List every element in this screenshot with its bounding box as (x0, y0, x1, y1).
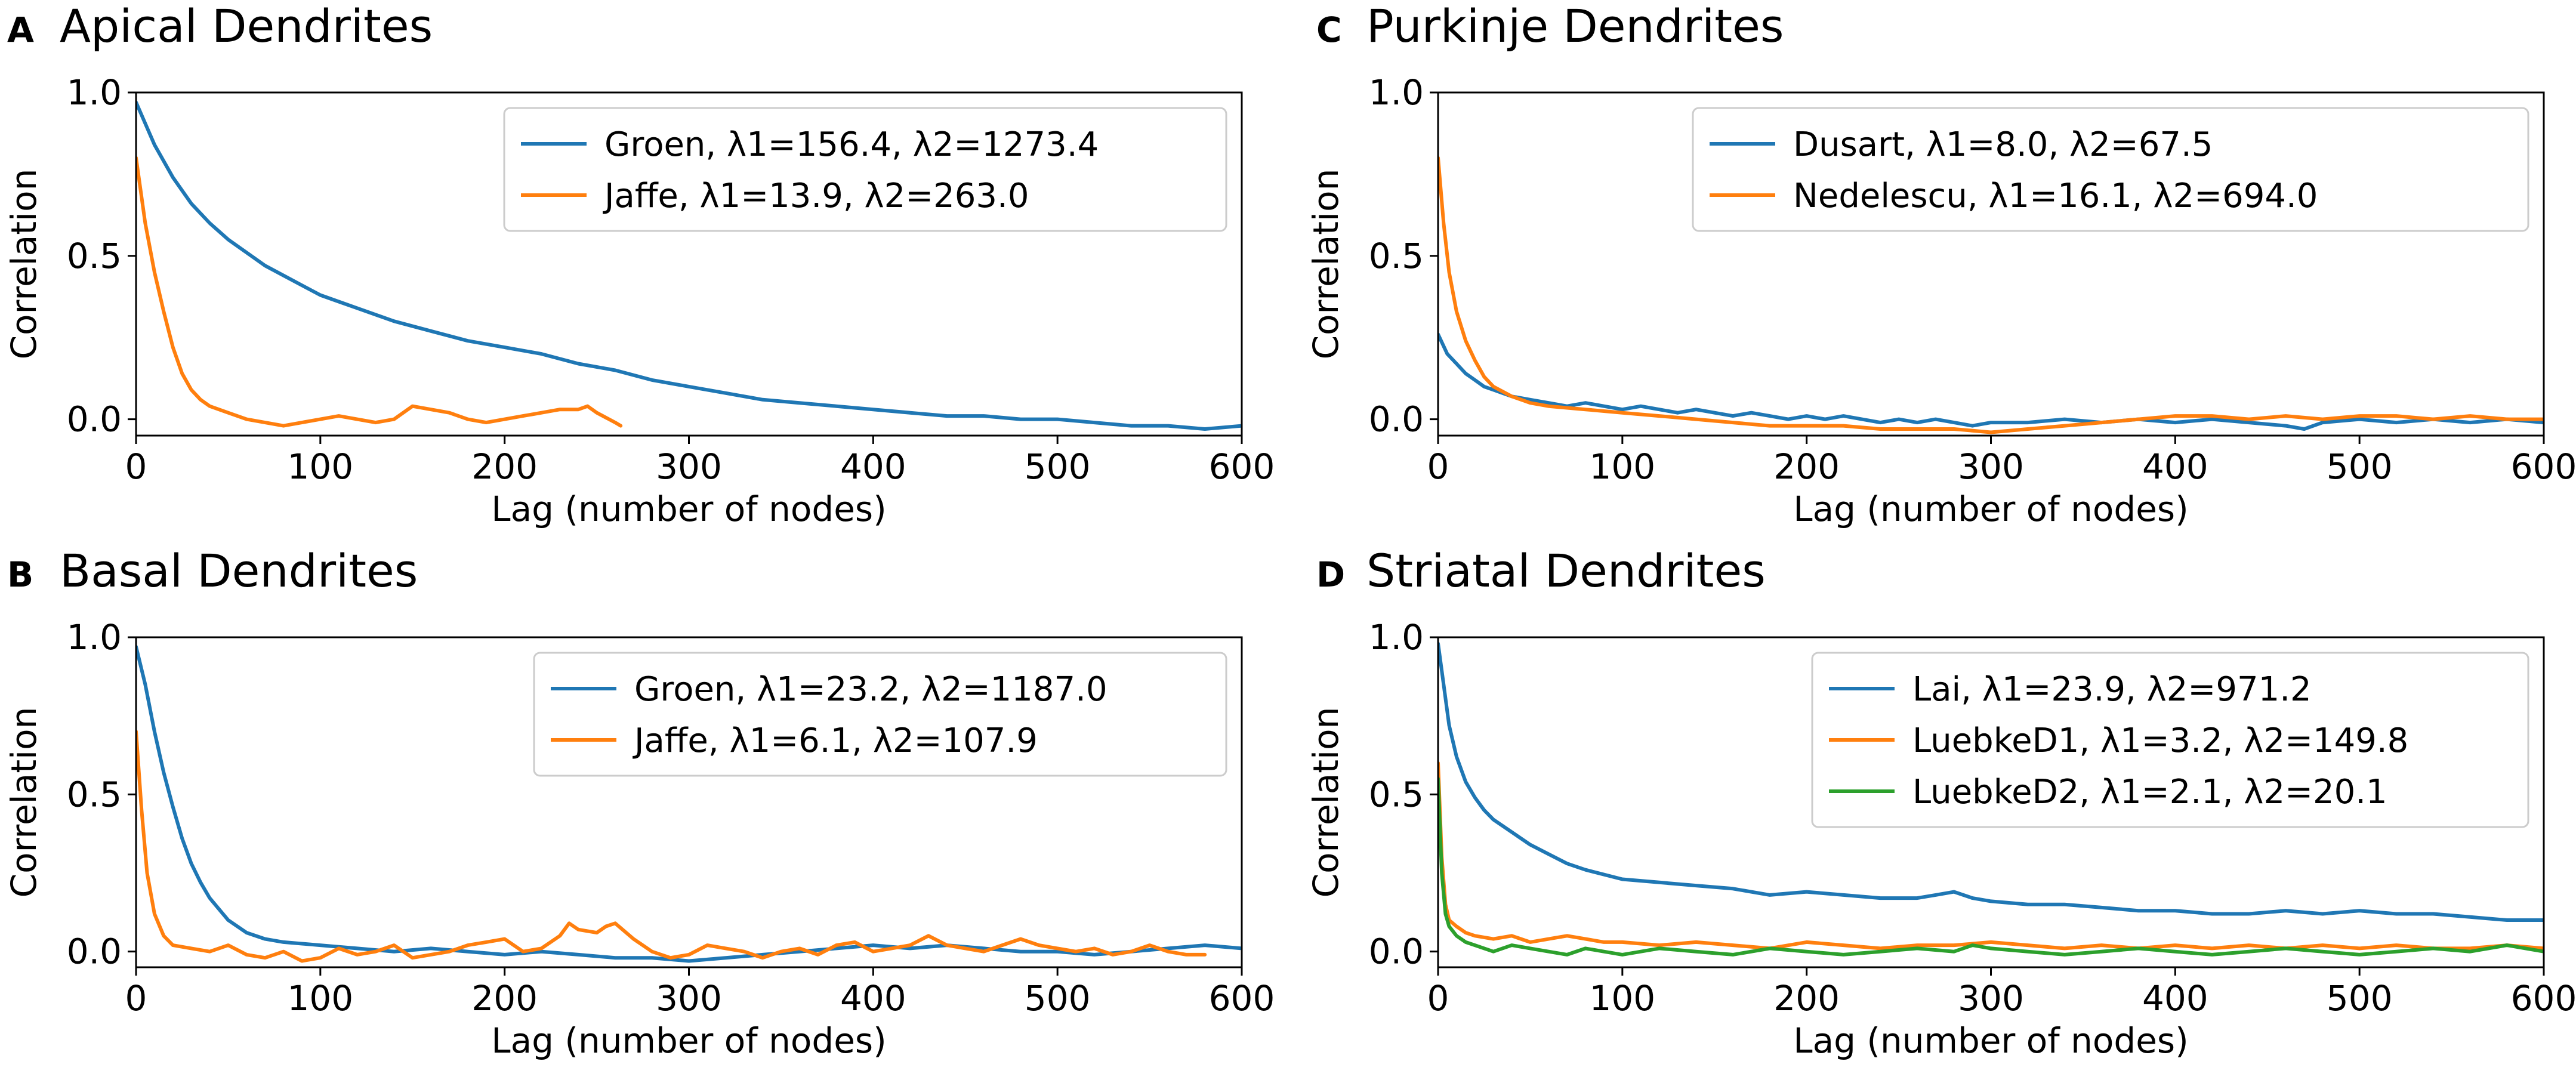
x-tick-label: 600 (1209, 978, 1275, 1019)
panel-letter: D (1316, 554, 1345, 595)
x-tick-label: 500 (1025, 978, 1091, 1019)
legend-entry: Jaffe, λ1=6.1, λ2=107.9 (633, 721, 1038, 760)
legend: Groen, λ1=23.2, λ2=1187.0 Jaffe, λ1=6.1, … (533, 652, 1227, 777)
legend-entry: Groen, λ1=23.2, λ2=1187.0 (634, 670, 1107, 709)
series-group (136, 644, 1242, 963)
x-tick-label: 600 (1209, 446, 1275, 487)
x-tick-label: 300 (656, 446, 722, 487)
series-line-luebked1 (1438, 761, 2544, 951)
x-tick-label: 500 (1025, 446, 1091, 487)
y-tick-label: 0.0 (1369, 931, 1424, 972)
y-tick-label: 0.0 (1369, 399, 1424, 440)
x-tick-label: 600 (2511, 978, 2576, 1019)
legend-entry: LuebkeD1, λ1=3.2, λ2=149.8 (1912, 721, 2408, 760)
x-tick-label: 100 (1589, 978, 1655, 1019)
series-line-groen (136, 100, 1242, 431)
legend-entry: LuebkeD2, λ1=2.1, λ2=20.1 (1912, 773, 2387, 812)
x-tick-label: 300 (1958, 978, 2024, 1019)
x-tick-label: 0 (1427, 446, 1449, 487)
x-tick-label: 400 (840, 978, 906, 1019)
y-tick-label: 0.5 (67, 774, 122, 814)
x-tick-label: 0 (125, 446, 147, 487)
x-tick-label: 100 (1589, 446, 1655, 487)
x-tick-label: 100 (287, 978, 353, 1019)
x-tick-label: 500 (2327, 446, 2393, 487)
legend: Lai, λ1=23.9, λ2=971.2 LuebkeD1, λ1=3.2, … (1811, 652, 2529, 828)
panel-c: C Purkinje Dendrites 0 100 200 300 400 500 600 0.… (1306, 0, 2576, 529)
legend-box (1692, 107, 2529, 232)
series-group (1438, 156, 2544, 434)
series-line-lai (1438, 641, 2544, 922)
y-tick-label: 0.0 (67, 931, 122, 972)
x-axis-label: Lag (number of nodes) (491, 1020, 886, 1061)
x-tick-label: 0 (125, 978, 147, 1019)
x-tick-label: 300 (656, 978, 722, 1019)
x-tick-label: 400 (840, 446, 906, 487)
y-axis-label: Correlation (1306, 707, 1346, 898)
series-group (1438, 641, 2544, 957)
x-axis-label: Lag (number of nodes) (1793, 1020, 2188, 1061)
x-tick-label: 200 (471, 978, 538, 1019)
legend-box (533, 652, 1227, 777)
y-tick-label: 0.0 (67, 399, 122, 440)
x-axis-label: Lag (number of nodes) (491, 489, 886, 529)
legend: Dusart, λ1=8.0, λ2=67.5 Nedelescu, λ1=16.… (1692, 107, 2529, 232)
series-line-jaffe (136, 156, 623, 428)
x-tick-label: 100 (287, 446, 353, 487)
x-tick-label: 0 (1427, 978, 1449, 1019)
series-line-groen (136, 644, 1242, 963)
panel-a: A Apical Dendrites 0 100 200 300 400 500 600 0.0 0… (4, 0, 1275, 529)
x-tick-label: 400 (2142, 978, 2208, 1019)
series-line-jaffe (136, 730, 1207, 963)
panel-d: D Striatal Dendrites 0 100 200 300 400 500 600 0.… (1306, 544, 2576, 1061)
legend-entry: Dusart, λ1=8.0, λ2=67.5 (1793, 125, 2213, 164)
legend-entry: Lai, λ1=23.9, λ2=971.2 (1912, 670, 2312, 709)
y-tick-label: 1.0 (1369, 617, 1424, 658)
series-group (136, 100, 1242, 431)
panel-letter: A (7, 10, 34, 50)
x-axis-label: Lag (number of nodes) (1793, 489, 2188, 529)
x-tick-label: 500 (2327, 978, 2393, 1019)
x-tick-label: 200 (1773, 978, 1840, 1019)
y-tick-label: 0.5 (1369, 774, 1424, 814)
y-axis-label: Correlation (4, 707, 44, 898)
y-axis-label: Correlation (1306, 169, 1346, 360)
y-tick-label: 0.5 (1369, 236, 1424, 276)
panel-title: Purkinje Dendrites (1366, 0, 1784, 53)
y-axis-label: Correlation (4, 169, 44, 360)
y-tick-label: 1.0 (67, 617, 122, 658)
panel-letter: B (7, 554, 33, 595)
panel-title: Apical Dendrites (60, 0, 433, 53)
legend-entry: Jaffe, λ1=13.9, λ2=263.0 (603, 177, 1029, 215)
legend-entry: Nedelescu, λ1=16.1, λ2=694.0 (1793, 177, 2318, 215)
panel-title: Striatal Dendrites (1366, 544, 1766, 597)
y-tick-label: 0.5 (67, 236, 122, 276)
panel-b: B Basal Dendrites 0 100 200 300 400 500 600 0.0 0.… (4, 544, 1275, 1061)
y-tick-label: 1.0 (67, 72, 122, 113)
legend-entry: Groen, λ1=156.4, λ2=1273.4 (604, 125, 1099, 164)
x-tick-label: 200 (1773, 446, 1840, 487)
x-tick-label: 600 (2511, 446, 2576, 487)
x-tick-label: 300 (1958, 446, 2024, 487)
panel-title: Basal Dendrites (60, 544, 418, 597)
legend: Groen, λ1=156.4, λ2=1273.4 Jaffe, λ1=13.9… (503, 107, 1227, 232)
legend-box (503, 107, 1227, 232)
panel-letter: C (1316, 10, 1342, 50)
series-line-nedelescu (1438, 156, 2544, 434)
y-tick-label: 1.0 (1369, 72, 1424, 113)
x-tick-label: 400 (2142, 446, 2208, 487)
x-tick-label: 200 (471, 446, 538, 487)
series-line-luebked2 (1438, 777, 2544, 957)
legend-box (1811, 652, 2529, 828)
series-line-dusart (1438, 332, 2544, 431)
